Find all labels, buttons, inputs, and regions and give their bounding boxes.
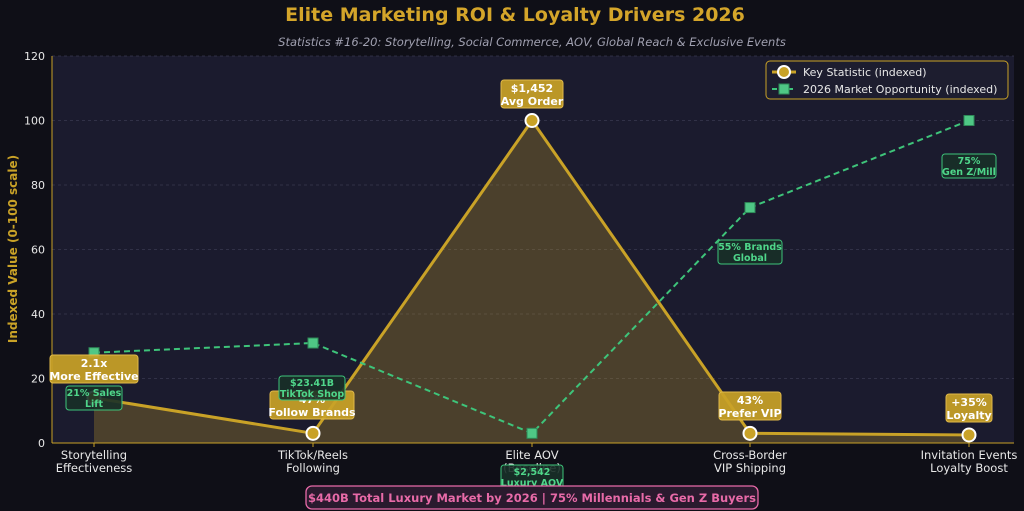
footer-banner-box (305, 485, 759, 510)
area-layer (94, 120, 969, 443)
market-opportunity-annotation-box (941, 153, 997, 179)
market-opportunity-point (744, 202, 756, 214)
chart-title: Elite Marketing ROI & Loyalty Drivers 20… (285, 4, 745, 26)
market-opportunity-data-label: TikTok Shop (280, 389, 345, 400)
footer-banner: $440B Total Luxury Market by 2026 | 75% … (305, 485, 759, 510)
key-statistic-data-label: +35% (951, 396, 987, 409)
y-tick-label: 80 (31, 179, 45, 192)
market-opportunity-data-label: 55% Brands (718, 242, 782, 253)
key-statistic-annotation: +35%Loyalty (945, 393, 993, 423)
x-tick-label: TikTok/Reels Following (277, 448, 348, 475)
market-opportunity-annotation-box (717, 239, 783, 265)
key-statistic-point (961, 427, 977, 443)
market-opportunity-annotation: 75%Gen Z/Mill (941, 153, 997, 179)
legend-key-statistic-label: Key Statistic (indexed) (803, 66, 927, 79)
x-tick-label: Cross-Border VIP Shipping (713, 448, 787, 475)
line-layer (86, 113, 977, 443)
y-tick-label: 120 (24, 50, 45, 63)
legend-market-opportunity-label: 2026 Market Opportunity (indexed) (803, 83, 997, 96)
y-tick-label: 0 (38, 437, 45, 450)
y-axis-label: Indexed Value (0-100 scale) (6, 155, 20, 343)
key-statistic-point (742, 425, 758, 441)
market-opportunity-data-label: Lift (85, 399, 103, 410)
market-opportunity-data-label: $2,542 (514, 467, 551, 478)
legend-key-statistic-marker (777, 65, 791, 79)
key-statistic-data-label: Loyalty (946, 409, 991, 422)
legend-box (765, 60, 1009, 100)
key-statistic-data-label: Avg Order (501, 95, 564, 108)
footer-banner-text: $440B Total Luxury Market by 2026 | 75% … (308, 491, 756, 505)
y-tick-label: 100 (24, 115, 45, 128)
key-statistic-annotation-box (945, 393, 993, 423)
key-statistic-data-label: $1,452 (511, 82, 553, 95)
market-opportunity-data-label: Luxury AOV (501, 478, 564, 489)
market-opportunity-data-label: Global (733, 253, 767, 264)
key-statistic-annotation: 43%Prefer VIP (718, 391, 782, 421)
market-opportunity-data-label: $23.41B (290, 378, 334, 389)
x-tick-label: Invitation Events Loyalty Boost (921, 448, 1018, 475)
key-statistic-annotation-box (49, 354, 139, 384)
market-opportunity-point (963, 115, 975, 126)
y-tick-label: 40 (31, 308, 45, 321)
market-opportunity-point (526, 427, 538, 439)
legend: Key Statistic (indexed) 2026 Market Oppor… (765, 60, 1009, 100)
key-statistic-data-label: Prefer VIP (718, 407, 781, 420)
chart-subtitle: Statistics #16-20: Storytelling, Social … (278, 35, 786, 49)
key-statistic-point (524, 113, 540, 128)
x-tick-label: Storytelling Effectiveness (56, 448, 133, 475)
key-statistic-area (94, 120, 969, 443)
market-opportunity-annotation-box (65, 385, 123, 411)
key-statistic-data-label: More Effective (49, 370, 138, 383)
market-opportunity-data-label: Gen Z/Mill (942, 167, 996, 178)
key-statistic-data-label: 43% (737, 394, 763, 407)
key-statistic-data-label: Follow Brands (268, 406, 356, 419)
y-tick-label: 20 (31, 373, 45, 386)
key-statistic-annotation-box (500, 79, 564, 109)
market-opportunity-data-label: 75% (958, 156, 981, 167)
y-tick-label: 60 (31, 244, 45, 257)
key-statistic-point (305, 425, 321, 441)
market-opportunity-annotation-box (278, 375, 346, 401)
key-statistic-data-label: 2.1x (81, 357, 108, 370)
legend-market-opportunity-marker (778, 83, 790, 95)
market-opportunity-data-label: 21% Sales (67, 388, 122, 399)
key-statistic-annotation-box (718, 391, 782, 421)
market-opportunity-point (307, 337, 319, 349)
axis-layer: 0 20 40 60 80 100 120 Storytelling Effectiveness… (24, 50, 1017, 475)
